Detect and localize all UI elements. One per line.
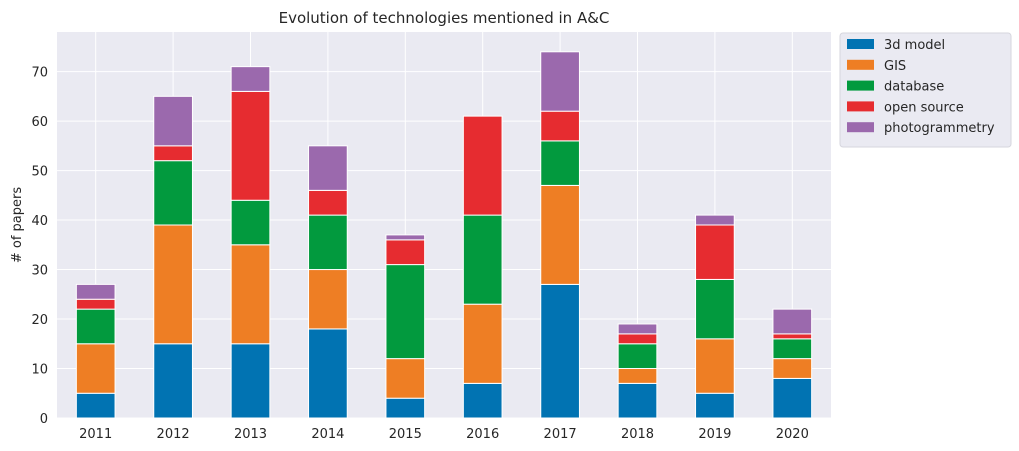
bar-photogrammetry-2020	[772, 308, 813, 335]
y-tick-label: 0	[40, 412, 48, 427]
bar-3d-model-2015	[385, 397, 426, 419]
y-axis-label: # of papers	[10, 187, 25, 264]
legend-swatch-open-source	[847, 101, 874, 112]
legend-label-gis: GIS	[884, 59, 906, 74]
legend-label-open-source: open source	[884, 100, 964, 115]
legend-label-database: database	[884, 80, 944, 95]
bar-gis-2016	[462, 303, 503, 384]
bar-3d-model-2020	[772, 377, 813, 419]
bar-open-source-2014	[308, 189, 348, 216]
bar-gis-2011	[75, 343, 116, 394]
bar-gis-2013	[230, 244, 271, 345]
bar-database-2013	[230, 199, 271, 246]
bar-database-2011	[75, 308, 116, 345]
y-tick-label: 10	[31, 363, 48, 378]
bar-gis-2012	[153, 224, 193, 345]
x-axis: 2011 2012 2013 2014 2015 2016 2017 2018 2019 2020	[79, 427, 809, 442]
x-tick-label: 2020	[776, 427, 809, 442]
bar-open-source-2013	[230, 90, 271, 201]
bar-database-2012	[153, 160, 193, 226]
bar-open-source-2012	[153, 145, 193, 162]
bar-3d-model-2011	[75, 392, 116, 419]
x-tick-label: 2017	[544, 427, 577, 442]
legend-box	[839, 32, 1012, 148]
y-tick-label: 60	[31, 115, 48, 130]
bar-open-source-2020	[772, 333, 813, 340]
x-tick-label: 2016	[466, 427, 499, 442]
x-tick-label: 2014	[311, 427, 344, 442]
bar-open-source-2019	[695, 224, 735, 280]
x-tick-label: 2018	[621, 427, 654, 442]
bar-photogrammetry-2017	[540, 51, 580, 112]
legend-label-3d-model: 3d model	[884, 38, 945, 53]
chart-title: Evolution of technologies mentioned in A…	[279, 9, 610, 27]
y-tick-label: 50	[31, 165, 48, 180]
x-tick-label: 2013	[234, 427, 267, 442]
bar-photogrammetry-2012	[153, 95, 193, 147]
legend-swatch-3d-model	[847, 39, 874, 49]
bar-database-2014	[308, 214, 348, 271]
bar-3d-model-2018	[617, 382, 658, 419]
y-tick-label: 20	[31, 313, 48, 328]
x-tick-label: 2012	[157, 427, 190, 442]
bars	[75, 51, 813, 419]
legend-swatch-photogrammetry	[847, 122, 874, 133]
legend: 3d model GIS database open source photogramm…	[839, 32, 1012, 148]
bar-photogrammetry-2015	[385, 234, 426, 241]
legend-swatch-gis	[847, 59, 874, 70]
bar-3d-model-2017	[540, 283, 580, 419]
y-tick-label: 30	[31, 264, 48, 279]
bar-photogrammetry-2019	[695, 214, 735, 226]
y-axis: 0 10 20 30 40 50 60 70	[31, 66, 48, 427]
bar-3d-model-2014	[308, 328, 348, 419]
bar-open-source-2018	[617, 333, 658, 345]
bar-database-2015	[385, 264, 426, 360]
bar-gis-2018	[617, 368, 658, 384]
bar-3d-model-2013	[230, 343, 271, 419]
bar-gis-2014	[308, 269, 348, 330]
bar-database-2019	[695, 278, 735, 340]
bar-database-2016	[462, 214, 503, 305]
bar-photogrammetry-2013	[230, 66, 271, 92]
bar-3d-model-2016	[462, 382, 503, 419]
legend-swatch-database	[847, 80, 874, 91]
y-tick-label: 40	[31, 214, 48, 229]
bar-3d-model-2012	[153, 343, 193, 419]
bar-gis-2017	[540, 184, 580, 285]
bar-open-source-2011	[75, 298, 116, 310]
x-tick-label: 2019	[698, 427, 731, 442]
bar-photogrammetry-2018	[617, 323, 658, 335]
bar-open-source-2015	[385, 239, 426, 266]
bar-gis-2020	[772, 358, 813, 379]
x-tick-label: 2011	[79, 427, 112, 442]
bar-database-2018	[617, 343, 658, 370]
bar-gis-2015	[385, 358, 426, 399]
bar-database-2020	[772, 338, 813, 360]
legend-label-photogrammetry: photogrammetry	[884, 121, 995, 136]
x-tick-label: 2015	[389, 427, 422, 442]
bar-database-2017	[540, 140, 580, 186]
bar-open-source-2016	[462, 115, 503, 216]
bar-photogrammetry-2011	[75, 283, 116, 300]
bar-gis-2019	[695, 338, 735, 394]
bar-3d-model-2019	[695, 392, 735, 419]
bar-photogrammetry-2014	[308, 145, 348, 191]
y-tick-label: 70	[31, 66, 48, 81]
bar-open-source-2017	[540, 110, 580, 142]
